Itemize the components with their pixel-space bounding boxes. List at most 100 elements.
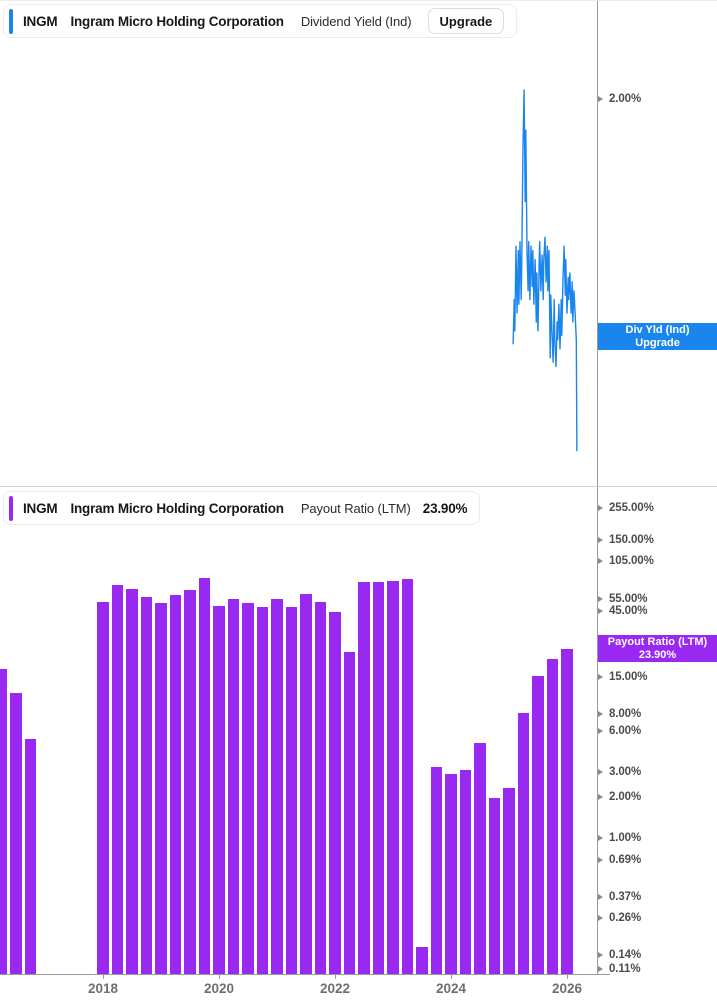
payout-ratio-bar (546, 658, 559, 974)
y-axis-tick-label: 0.14% (598, 948, 641, 962)
y-axis-tick-label: 105.00% (598, 554, 654, 568)
payout-ratio-bar (242, 603, 254, 974)
tick-arrow-icon (598, 96, 603, 102)
payout-ratio-bar (285, 607, 298, 974)
payout-ratio-bar (329, 611, 341, 974)
payout-ratio-bar (140, 597, 153, 974)
tick-arrow-icon (598, 596, 603, 603)
payout-ratio-bar (416, 946, 428, 974)
x-axis-year-label: 2020 (203, 981, 235, 996)
tick-arrow-icon (598, 793, 603, 800)
tick-label-text: 2.00% (609, 790, 642, 803)
metric-value: 23.90% (422, 500, 468, 516)
panel-divider (0, 486, 717, 487)
metric-name: Payout Ratio (LTM) (300, 500, 411, 516)
payout-ratio-bar (24, 738, 37, 974)
payout-ratio-bar (517, 713, 530, 974)
tick-arrow-icon (598, 728, 603, 735)
tag-line2: Upgrade (635, 337, 680, 349)
x-axis-year-label: 2018 (87, 981, 119, 996)
x-axis-tick (219, 974, 220, 979)
y-axis-tick-label: 2.00% (598, 92, 641, 106)
tick-arrow-icon (598, 673, 603, 680)
tick-label-text: 0.69% (609, 853, 642, 866)
metric-name: Dividend Yield (Ind) (300, 13, 412, 29)
payout-ratio-bar (126, 589, 138, 974)
y-axis-tick-label: 15.00% (598, 670, 648, 684)
payout-ratio-bar (155, 603, 167, 974)
payout-ratio-bar (488, 798, 501, 974)
y-axis-tick-label: 0.69% (598, 853, 641, 867)
company-name: Ingram Micro Holding Corporation (70, 13, 284, 29)
x-axis-tick (335, 974, 336, 979)
tick-label-text: 0.11% (609, 963, 641, 975)
y-axis-tick-label: 45.00% (598, 604, 648, 618)
tick-arrow-icon (598, 557, 603, 564)
tick-arrow-icon (598, 536, 603, 543)
tick-label-text: 0.37% (609, 890, 642, 903)
tag-line2: 23.90% (638, 649, 677, 661)
payout-ratio-bar (97, 602, 109, 974)
dividend-yield-line (512, 89, 578, 452)
y-axis-tick-label: 3.00% (598, 765, 641, 779)
y-axis-tick-label: 0.26% (598, 911, 641, 925)
x-axis-tick (451, 974, 452, 979)
x-axis-line (0, 974, 610, 975)
payout-ratio-bar (198, 578, 211, 974)
payout-ratio-bar (271, 598, 283, 974)
tick-label-text: 3.00% (609, 766, 642, 779)
series-accent-bar (9, 8, 13, 34)
payout-ratio-bar (300, 594, 312, 974)
payout-ratio-axis-tag[interactable]: Payout Ratio (LTM) 23.90% (598, 635, 717, 662)
upgrade-button[interactable]: Upgrade (427, 8, 505, 34)
tick-arrow-icon (598, 893, 603, 900)
tick-label-text: 45.00% (609, 605, 648, 618)
tick-label-text: 2.00% (609, 93, 642, 105)
tick-label-text: 15.00% (609, 670, 648, 683)
payout-ratio-bar (387, 581, 399, 974)
x-axis-year-label: 2026 (551, 981, 583, 996)
x-axis-tick (103, 974, 104, 979)
tag-line1: Payout Ratio (LTM) (607, 636, 708, 648)
y-axis-tick-label: 55.00% (598, 592, 648, 606)
tick-arrow-icon (598, 505, 603, 511)
y-axis-tick-label: 8.00% (598, 707, 641, 721)
dividend-yield-line-chart (512, 89, 578, 452)
payout-ratio-bar (111, 584, 124, 974)
tick-label-text: 8.00% (609, 708, 642, 720)
payout-ratio-bar (256, 607, 269, 974)
y-axis-tick-label: 2.00% (598, 790, 641, 804)
tick-arrow-icon (598, 951, 603, 958)
tick-label-text: 0.14% (609, 948, 642, 961)
tick-arrow-icon (598, 966, 603, 972)
tick-arrow-icon (598, 834, 603, 841)
payout-ratio-bar (372, 582, 385, 974)
tick-arrow-icon (598, 769, 603, 776)
payout-ratio-bar (401, 578, 414, 974)
tick-label-text: 1.00% (609, 831, 642, 844)
x-axis-tick (567, 974, 568, 979)
tag-line1: Div Yld (Ind) (625, 324, 690, 336)
payout-ratio-bar (358, 582, 370, 974)
payout-ratio-bar (10, 692, 22, 974)
company-name: Ingram Micro Holding Corporation (70, 500, 284, 516)
payout-ratio-header: INGM Ingram Micro Holding Corporation Pa… (3, 491, 481, 525)
tick-label-text: 6.00% (609, 725, 642, 738)
tick-label-text: 150.00% (609, 533, 654, 546)
tick-label-text: 105.00% (609, 554, 654, 567)
payout-ratio-bar (343, 651, 356, 974)
tick-arrow-icon (598, 856, 603, 863)
x-axis-year-label: 2022 (319, 981, 351, 996)
ticker-symbol: INGM (23, 13, 58, 29)
payout-ratio-bar (314, 602, 327, 974)
y-axis-tick-label: 6.00% (598, 724, 641, 738)
payout-ratio-bar-chart (0, 486, 597, 974)
payout-ratio-bar (532, 676, 544, 974)
div-yld-axis-tag[interactable]: Div Yld (Ind) Upgrade (598, 323, 717, 350)
payout-ratio-bar (474, 743, 486, 974)
tick-label-text: 0.26% (609, 911, 642, 924)
tick-arrow-icon (598, 608, 603, 615)
ticker-symbol: INGM (23, 500, 58, 516)
y-axis-line (597, 1, 598, 974)
